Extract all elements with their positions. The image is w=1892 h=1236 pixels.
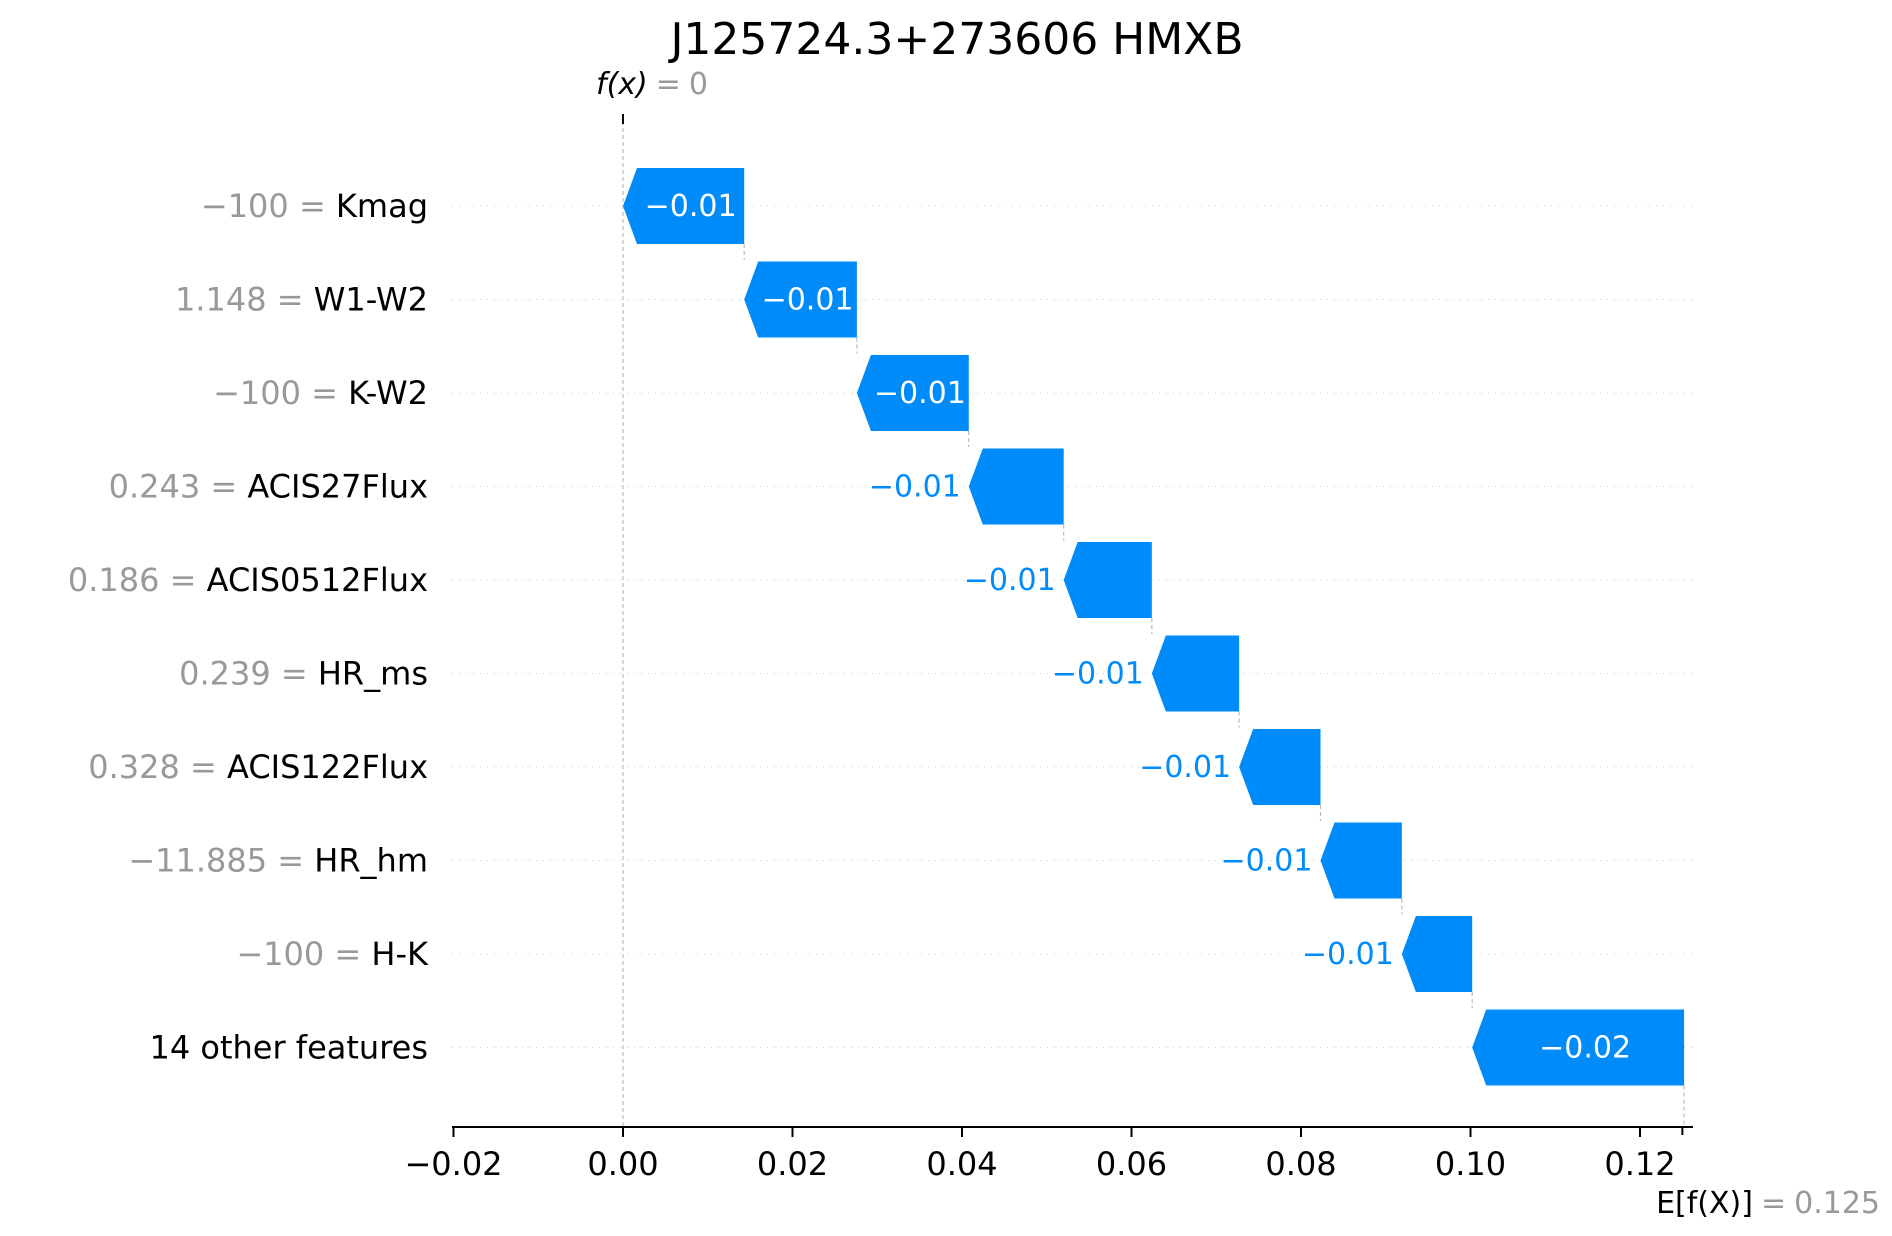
bar-value-label: −0.01 <box>1052 657 1144 692</box>
waterfall-bar <box>1239 729 1321 805</box>
waterfall-bar <box>1472 1009 1685 1086</box>
top-annotation-label: f(x) <box>596 67 648 102</box>
bar-value-label: −0.01 <box>1221 844 1313 879</box>
feature-labels: −100 = Kmag 1.148 = W1-W2 −100 = K-W2 0.243… <box>68 187 429 1067</box>
feature-label: 14 other features <box>149 1029 428 1067</box>
feature-value: 0.328 = <box>88 748 227 786</box>
feature-value: −11.885 = <box>128 842 314 880</box>
top-annotation-equals: = <box>656 67 681 102</box>
feature-label: 0.186 = ACIS0512Flux <box>68 561 428 599</box>
waterfall-bar <box>1401 916 1473 992</box>
waterfall-bar <box>856 355 969 431</box>
feature-value: 0.186 = <box>68 561 207 599</box>
feature-name: HR_ms <box>318 655 428 693</box>
feature-label: −100 = K-W2 <box>213 374 428 412</box>
bottom-annotation-equals: = <box>1761 1186 1786 1221</box>
chart-title: J125724.3+273606 HMXB <box>667 14 1243 65</box>
x-tick-label: 0.02 <box>757 1145 828 1183</box>
feature-value: −100 = <box>236 935 371 973</box>
waterfall-bar <box>623 168 745 244</box>
waterfall-bar <box>1320 822 1402 899</box>
bar-value-label: −0.01 <box>964 563 1056 598</box>
waterfall-bar <box>968 448 1064 525</box>
feature-label: −100 = Kmag <box>201 187 428 225</box>
feature-name: ACIS0512Flux <box>207 561 428 599</box>
x-tick-label: 0.10 <box>1435 1145 1506 1183</box>
feature-name: ACIS27Flux <box>247 468 428 506</box>
x-tick-label: 0.08 <box>1265 1145 1336 1183</box>
x-tick-label: 0.06 <box>1096 1145 1167 1183</box>
feature-name: HR_hm <box>314 842 428 880</box>
bar-value-label: −0.01 <box>645 189 737 224</box>
waterfall-bar <box>1151 635 1240 712</box>
waterfall-bar <box>744 261 857 338</box>
feature-label: 1.148 = W1-W2 <box>175 281 428 319</box>
waterfall-bar <box>1063 542 1152 618</box>
x-tick-label: 0.12 <box>1604 1145 1675 1183</box>
bar-value-label: −0.01 <box>1139 750 1231 785</box>
feature-label: −100 = H-K <box>236 935 429 973</box>
x-tick-label: 0.04 <box>926 1145 997 1183</box>
connector-lines <box>622 114 1685 1127</box>
top-annotation-value: 0 <box>689 67 708 102</box>
bottom-annotation-value: 0.125 <box>1794 1186 1880 1221</box>
x-axis: −0.02 0.00 0.02 0.04 0.06 0.08 0.10 0.12 <box>404 1126 1693 1183</box>
feature-label: 0.243 = ACIS27Flux <box>109 468 428 506</box>
bar-value-label: −0.02 <box>1539 1031 1631 1066</box>
feature-name: Kmag <box>336 187 428 225</box>
feature-value: 0.239 = <box>179 655 318 693</box>
feature-name: ACIS122Flux <box>227 748 428 786</box>
x-tick-label: −0.02 <box>404 1145 502 1183</box>
svg-text:f(x)=0: f(x) = 0 <box>596 67 708 102</box>
feature-value: 0.243 = <box>109 468 248 506</box>
top-annotation: f(x) = 0 <box>596 67 708 102</box>
feature-value: 1.148 = <box>175 281 314 319</box>
feature-label: −11.885 = HR_hm <box>128 842 428 880</box>
feature-name: H-K <box>371 935 429 973</box>
feature-label: 0.328 = ACIS122Flux <box>88 748 428 786</box>
bottom-annotation: E[f(X)] = 0.125 <box>1656 1186 1880 1221</box>
gridlines <box>452 205 1693 1048</box>
feature-name: K-W2 <box>348 374 428 412</box>
bars: −0.01 −0.01 −0.01 −0.01 −0.01 −0.01 −0.01 −0.01… <box>623 168 1685 1086</box>
bar-value-label: −0.01 <box>1302 937 1394 972</box>
feature-value: −100 = <box>201 187 336 225</box>
bar-value-label: −0.01 <box>762 283 854 318</box>
feature-value: −100 = <box>213 374 348 412</box>
feature-name: W1-W2 <box>314 281 428 319</box>
feature-name: 14 other features <box>149 1029 428 1067</box>
bar-value-label: −0.01 <box>874 376 966 411</box>
bar-value-label: −0.01 <box>869 470 961 505</box>
bottom-annotation-label: E[f(X)] <box>1656 1186 1753 1221</box>
svg-text:E[f(X)]=0.125: E[f(X)] = 0.125 <box>1656 1186 1880 1221</box>
feature-label: 0.239 = HR_ms <box>179 655 428 693</box>
x-tick-label: 0.00 <box>587 1145 658 1183</box>
